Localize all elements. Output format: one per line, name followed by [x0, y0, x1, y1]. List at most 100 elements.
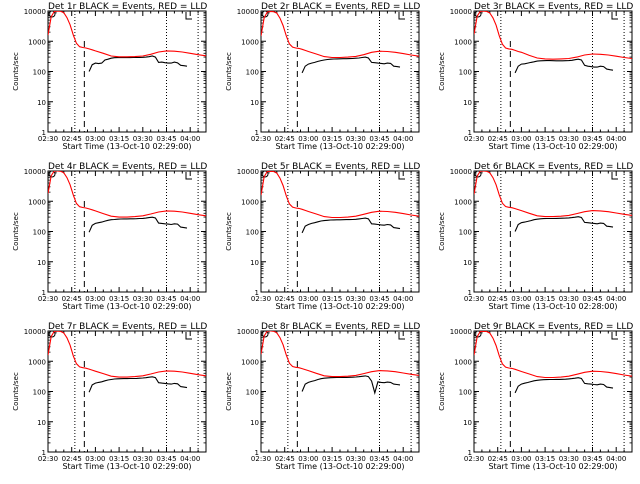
x-tick-label: 03:45 [369, 135, 389, 143]
x-tick-label: 04:00 [393, 135, 413, 143]
x-tick-label: 03:45 [369, 295, 389, 303]
x-tick-label: 02:30 [38, 455, 58, 463]
end-marker [398, 332, 405, 340]
y-tick-label: 1 [468, 129, 472, 137]
y-axis-label: Counts/sec [12, 372, 20, 411]
y-tick-label: 10000 [450, 328, 472, 336]
x-tick-label: 02:45 [488, 295, 508, 303]
events-series-line [514, 377, 614, 394]
y-tick-label: 1000 [454, 38, 472, 46]
x-tick-label: 02:45 [275, 295, 295, 303]
y-tick-label: 10000 [450, 168, 472, 176]
x-tick-label: 03:30 [133, 295, 153, 303]
y-axis-label: Counts/sec [438, 52, 446, 91]
y-tick-label: 100 [246, 389, 259, 397]
lld-series-line [261, 11, 419, 59]
x-tick-label: 03:45 [582, 295, 602, 303]
lld-series-line [48, 171, 206, 218]
panel-title: Det 4r BLACK = Events, RED = LLD [48, 162, 207, 172]
x-tick-label: 02:45 [275, 135, 295, 143]
events-series-line [301, 217, 401, 234]
y-tick-label: 10 [250, 99, 259, 107]
y-tick-label: 10000 [450, 8, 472, 16]
x-tick-label: 03:15 [322, 455, 342, 463]
y-axis-label: Counts/sec [438, 372, 446, 411]
y-tick-label: 1 [468, 449, 472, 457]
x-tick-label: 04:00 [606, 135, 626, 143]
y-tick-label: 1000 [454, 358, 472, 366]
x-tick-label: 03:45 [582, 455, 602, 463]
x-tick-label: 03:15 [535, 135, 555, 143]
y-tick-label: 1 [468, 289, 472, 297]
panel-title: Det 8r BLACK = Events, RED = LLD [261, 322, 420, 332]
y-axis-label: Counts/sec [225, 372, 233, 411]
y-tick-label: 100 [33, 69, 46, 77]
series-layer [48, 331, 206, 393]
series-layer [261, 11, 419, 74]
y-tick-label: 100 [246, 229, 259, 237]
y-tick-label: 100 [246, 69, 259, 77]
y-tick-label: 1 [255, 129, 259, 137]
detector-panel: Det 1r BLACK = Events, RED = LLD 1 10 100 10… [12, 2, 207, 151]
x-tick-label: 03:00 [298, 295, 318, 303]
y-tick-label: 1000 [241, 358, 259, 366]
y-tick-label: 10000 [237, 328, 259, 336]
x-tick-label: 03:45 [156, 295, 176, 303]
end-marker [611, 332, 618, 340]
events-series-line [88, 376, 188, 393]
series-layer [48, 11, 206, 72]
x-axis-label: Start Time (13-Oct-10 02:28:00) [488, 302, 617, 311]
y-tick-label: 10000 [237, 168, 259, 176]
x-tick-label: 03:00 [511, 455, 531, 463]
start-marker [474, 10, 482, 18]
y-tick-label: 1000 [28, 198, 46, 206]
events-series-line [301, 375, 401, 395]
y-tick-label: 10 [250, 419, 259, 427]
x-axis-label: Start Time (13-Oct-10 02:29:00) [275, 142, 404, 151]
x-tick-label: 03:00 [511, 295, 531, 303]
x-tick-label: 03:15 [109, 455, 129, 463]
y-tick-label: 10 [37, 419, 46, 427]
series-layer [474, 331, 632, 394]
x-tick-label: 02:45 [275, 455, 295, 463]
x-axis-label: Start Time (13-Oct-10 02:29:00) [275, 302, 404, 311]
events-series-line [88, 216, 188, 233]
start-marker [261, 330, 269, 338]
events-series-line [514, 216, 614, 232]
series-layer [474, 11, 632, 74]
x-tick-label: 03:30 [133, 135, 153, 143]
end-marker [611, 12, 618, 20]
x-axis-label: Start Time (13-Oct-10 02:29:00) [275, 462, 404, 471]
panel-title: Det 9r BLACK = Events, RED = LLD [474, 322, 633, 332]
x-axis-label: Start Time (13-Oct-10 02:29:00) [488, 142, 617, 151]
series-layer [261, 171, 419, 234]
y-tick-label: 1 [255, 289, 259, 297]
y-tick-label: 1000 [241, 38, 259, 46]
panel-title: Det 3r BLACK = Events, RED = LLD [474, 2, 633, 12]
x-tick-label: 03:30 [559, 135, 579, 143]
x-tick-label: 03:45 [369, 455, 389, 463]
x-tick-label: 03:30 [133, 455, 153, 463]
y-tick-label: 10 [463, 99, 472, 107]
x-tick-label: 04:00 [606, 455, 626, 463]
x-tick-label: 02:45 [62, 135, 82, 143]
panel-title: Det 2r BLACK = Events, RED = LLD [261, 2, 420, 12]
end-marker [185, 172, 192, 180]
y-axis-label: Counts/sec [438, 212, 446, 251]
x-tick-label: 02:30 [251, 295, 271, 303]
y-tick-label: 1000 [454, 198, 472, 206]
y-axis-label: Counts/sec [12, 212, 20, 251]
detector-panel: Det 2r BLACK = Events, RED = LLD 1 10 100 10… [225, 2, 420, 151]
lld-series-line [261, 171, 419, 219]
x-tick-label: 03:15 [109, 295, 129, 303]
x-tick-label: 03:45 [156, 455, 176, 463]
x-tick-label: 02:30 [38, 135, 58, 143]
y-tick-label: 1000 [28, 38, 46, 46]
end-marker [185, 12, 192, 20]
x-tick-label: 04:00 [180, 455, 200, 463]
lld-series-line [261, 331, 419, 378]
y-tick-label: 100 [459, 229, 472, 237]
x-tick-label: 04:00 [180, 295, 200, 303]
x-axis-label: Start Time (13-Oct-10 02:29:00) [62, 142, 191, 151]
x-tick-label: 03:15 [535, 455, 555, 463]
